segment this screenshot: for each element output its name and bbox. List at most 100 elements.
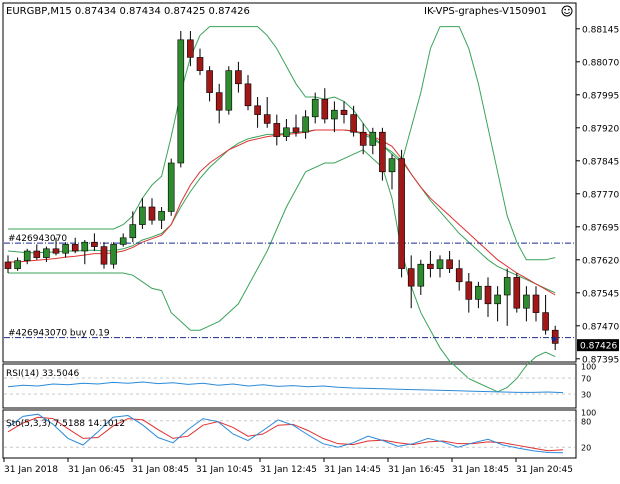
candle [283, 119, 290, 141]
stochastic-indicator [4, 413, 575, 454]
bull-candle-body [331, 109, 338, 120]
bollinger-upper-band [8, 26, 556, 261]
rsi-label: RSI(14) 33.5046 [6, 369, 79, 379]
sto-label: Sto(5,3,3) 7.5188 14.1012 [6, 419, 125, 429]
sto-main-line [7, 413, 564, 454]
candle [52, 237, 60, 256]
bull-candle-body [129, 224, 137, 239]
current-price-box [577, 339, 619, 352]
candlestick-series [4, 31, 559, 350]
bear-candle-body [244, 83, 252, 107]
bull-candle-body [225, 70, 233, 111]
candle [187, 31, 194, 67]
time-tick-label: 31 Jan 14:45 [324, 465, 381, 475]
candle [331, 101, 338, 133]
time-tick-label: 31 Jan 12:45 [260, 465, 317, 475]
bull-candle-body [302, 116, 309, 133]
bull-candle-body [167, 162, 175, 212]
bear-candle-body [187, 39, 194, 58]
price-tick-label: 0.88145 [582, 25, 619, 35]
bear-candle-body [4, 261, 12, 269]
bear-candle-body [551, 329, 559, 344]
time-tick-label: 31 Jan 08:45 [132, 465, 189, 475]
price-tick-label: 0.87770 [582, 190, 619, 200]
candle [503, 268, 511, 326]
bear-candle-body [532, 294, 540, 313]
candle [129, 211, 137, 243]
rsi-axis-label: 100 [581, 363, 596, 372]
price-tick-label: 0.87845 [582, 157, 619, 167]
rsi-panel-frame [2, 363, 577, 409]
candle [148, 198, 156, 225]
time-tick-label: 31 Jan 2018 [4, 465, 58, 475]
bear-candle-body [91, 241, 98, 247]
candle [177, 31, 185, 168]
order-line-label: #426943070 [8, 234, 67, 244]
bear-candle-body [359, 131, 367, 146]
rsi-indicator [4, 377, 575, 395]
candle [119, 233, 127, 247]
bull-candle-body [523, 294, 530, 309]
bull-candle-body [158, 211, 165, 221]
price-tick-label: 0.87695 [582, 223, 619, 233]
candle [465, 273, 473, 313]
bear-candle-body [427, 263, 434, 269]
bear-candle-body [273, 123, 281, 137]
price-axis[interactable]: 0.88145 0.88070 0.87995 0.87920 0.87845 0.877… [576, 25, 619, 453]
time-tick-label: 31 Jan 06:45 [68, 465, 125, 475]
bear-candle-body [292, 127, 300, 133]
bear-candle-body [254, 105, 261, 115]
bollinger-middle-band [7, 129, 556, 294]
smiley-face-icon[interactable] [561, 5, 573, 17]
candle [206, 66, 213, 102]
candle [14, 257, 21, 271]
bull-candle-body [503, 277, 511, 296]
candle [379, 127, 386, 181]
price-tick-label: 0.88070 [582, 58, 619, 68]
price-tick-label: 0.87545 [582, 289, 619, 299]
bear-candle-body [321, 98, 329, 120]
time-axis[interactable]: 31 Jan 2018 31 Jan 06:45 31 Jan 08:45 31 Ja… [3, 458, 573, 475]
candle [398, 149, 405, 278]
bull-candle-body [283, 127, 290, 137]
candle [292, 114, 300, 137]
sto-axis-label: 80 [581, 417, 591, 426]
rsi-axis-label: 70 [581, 375, 591, 384]
rsi-axis-label: 30 [581, 391, 591, 400]
candle [494, 286, 501, 322]
candle [542, 295, 549, 335]
moving-average [8, 129, 556, 296]
bull-candle-body [81, 241, 89, 252]
bear-candle-body [407, 268, 415, 287]
bull-candle-body [475, 285, 482, 300]
bear-candle-body [33, 250, 41, 258]
candle [388, 154, 396, 190]
bull-candle-body [177, 39, 185, 164]
price-tick-label: 0.87470 [582, 322, 619, 332]
bear-candle-body [398, 158, 405, 269]
bear-candle-body [100, 246, 108, 265]
bear-candle-body [455, 268, 463, 283]
bull-candle-body [62, 244, 69, 254]
candle [302, 110, 309, 139]
candle [71, 237, 79, 254]
bear-candle-body [148, 206, 156, 221]
candle [475, 281, 482, 309]
bear-candle-body [484, 285, 492, 305]
bollinger-bands [7, 26, 556, 393]
bull-candle-body [119, 237, 127, 245]
bull-candle-body [23, 250, 31, 261]
main-chart-frame [2, 2, 577, 363]
rsi-line [7, 381, 564, 394]
candle [81, 240, 89, 265]
candle [23, 248, 31, 265]
bull-candle-body [311, 98, 319, 118]
candle [139, 198, 146, 229]
candle [263, 97, 271, 128]
moving-average-line [8, 129, 556, 296]
bull-candle-body [388, 158, 396, 173]
order-lines[interactable]: #426943070 #426943070 buy 0.19 [4, 234, 575, 339]
candle [167, 158, 175, 216]
